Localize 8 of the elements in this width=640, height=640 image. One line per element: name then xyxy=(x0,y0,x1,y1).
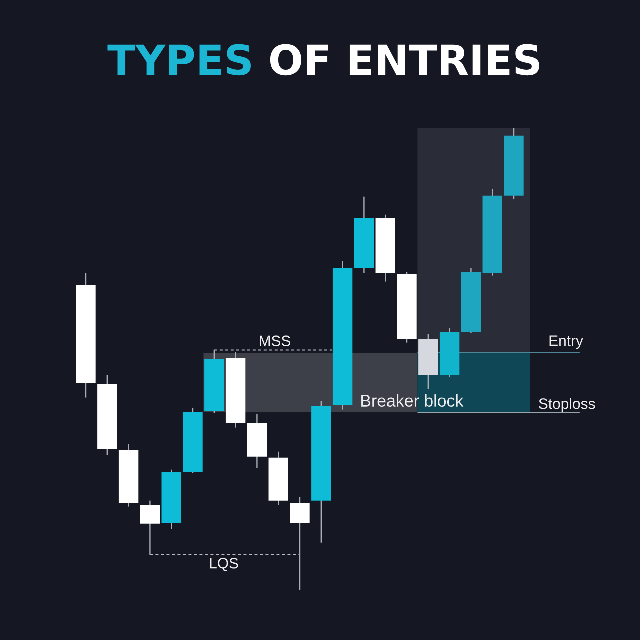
ref-line-label: Entry xyxy=(550,336,584,350)
candlestick xyxy=(290,496,310,591)
ref-line-label: LQS xyxy=(210,558,238,572)
band-label: Breaker block xyxy=(362,394,464,407)
ref-line-label: Stoploss xyxy=(539,398,596,412)
ref-line-label: MSS xyxy=(260,336,290,346)
chart-title: TYPES OF ENTRIES xyxy=(108,44,540,76)
candlestick xyxy=(140,500,160,556)
